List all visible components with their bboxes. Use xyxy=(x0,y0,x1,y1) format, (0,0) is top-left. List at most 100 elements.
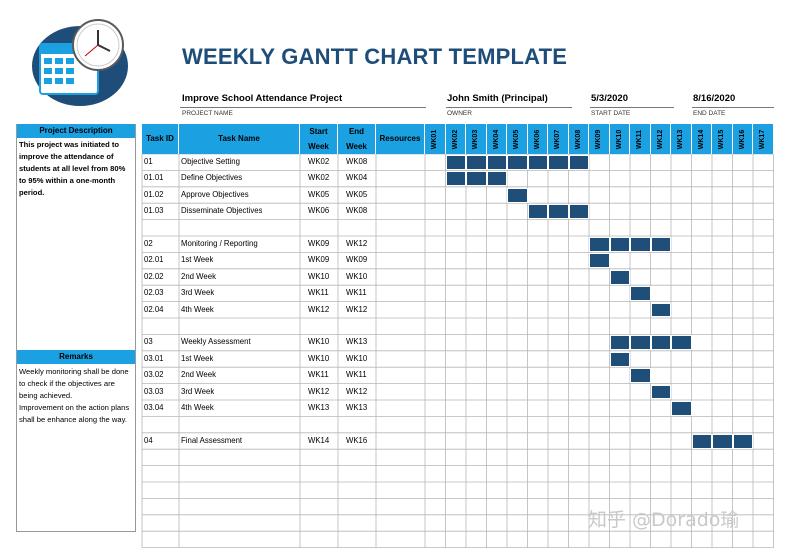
watermark: 知乎 @Dorado瑜 xyxy=(588,509,740,531)
remarks-heading: Remarks xyxy=(17,350,135,364)
task-name-cell: Final Assessment xyxy=(181,435,243,445)
gantt-bar-cell xyxy=(609,351,630,367)
task-name-cell: 4th Week xyxy=(181,403,214,412)
task-id-cell: 04 xyxy=(144,435,153,445)
gantt-bar-cell xyxy=(568,155,589,170)
header-resources: Resources xyxy=(376,124,425,154)
end-week-cell: WK08 xyxy=(346,206,368,216)
header-end: End xyxy=(338,124,376,139)
week-header-wk16: WK16 xyxy=(732,124,753,154)
header-task-name: Task Name xyxy=(179,124,300,154)
task-name-cell: 3rd Week xyxy=(181,288,215,298)
week-header-wk05: WK05 xyxy=(507,124,528,154)
gantt-bar-cell xyxy=(609,335,630,351)
start-date-label: START DATE xyxy=(591,110,631,117)
start-week-cell: WK10 xyxy=(308,337,330,347)
end-week-cell: WK09 xyxy=(346,255,368,265)
gantt-bar-cell xyxy=(548,204,569,220)
gantt-bar-cell xyxy=(609,269,630,285)
end-week-cell: WK10 xyxy=(346,353,368,363)
week-header-wk17: WK17 xyxy=(753,124,774,154)
gantt-bar-cell xyxy=(486,155,507,170)
week-header-wk12: WK12 xyxy=(650,124,671,154)
remarks-text: Weekly monitoring shall be done to check… xyxy=(19,367,130,424)
task-name-cell: Monitoring / Reporting xyxy=(181,239,258,248)
owner-value: John Smith (Principal) xyxy=(447,93,548,104)
header-start-sub: Week xyxy=(300,139,338,154)
task-id-cell: 01.02 xyxy=(144,189,164,199)
task-id-cell: 03.03 xyxy=(144,386,164,396)
task-name-cell: Weekly Assessment xyxy=(181,337,251,347)
end-week-cell: WK10 xyxy=(346,271,368,281)
gantt-bar-cell xyxy=(712,433,733,449)
gantt-bar-cell xyxy=(671,401,692,416)
task-name-cell: 1st Week xyxy=(181,353,214,363)
week-header-wk10: WK10 xyxy=(609,124,630,154)
start-week-cell: WK12 xyxy=(308,386,330,396)
gantt-bar-cell xyxy=(466,171,487,187)
gantt-bar-cell xyxy=(650,237,671,252)
gantt-bar-cell xyxy=(445,171,466,187)
task-id-cell: 02 xyxy=(144,239,153,248)
gantt-bar-cell xyxy=(507,155,528,170)
task-name-cell: 2nd Week xyxy=(181,370,216,380)
week-header-wk13: WK13 xyxy=(671,124,692,154)
task-id-cell: 03.01 xyxy=(144,353,164,363)
week-header-wk01: WK01 xyxy=(425,124,446,154)
gantt-bar-cell xyxy=(650,335,671,351)
end-week-cell: WK16 xyxy=(346,435,368,445)
end-date-label: END DATE xyxy=(693,110,726,117)
start-date-value: 5/3/2020 xyxy=(591,93,628,104)
calendar-clock-logo-icon xyxy=(32,19,128,106)
start-week-cell: WK14 xyxy=(308,435,330,445)
header-start: Start xyxy=(300,124,338,139)
gantt-bar-cell xyxy=(527,155,548,170)
page-title: WEEKLY GANTT CHART TEMPLATE xyxy=(182,44,568,69)
task-id-cell: 01.03 xyxy=(144,206,164,216)
gantt-bar-cell xyxy=(507,187,528,203)
week-header-wk08: WK08 xyxy=(568,124,589,154)
start-week-cell: WK09 xyxy=(308,239,330,248)
week-header-wk14: WK14 xyxy=(691,124,712,154)
week-header-wk15: WK15 xyxy=(712,124,733,154)
gantt-bar-cell xyxy=(630,286,651,302)
gantt-bar-cell xyxy=(630,335,651,351)
start-week-cell: WK06 xyxy=(308,206,330,216)
task-id-cell: 02.01 xyxy=(144,255,164,265)
header-end-sub: Week xyxy=(338,139,376,154)
end-week-cell: WK08 xyxy=(346,157,368,166)
project-description-text: This project was initiated to improve th… xyxy=(19,140,126,197)
owner-label: OWNER xyxy=(447,110,472,117)
gantt-bar-cell xyxy=(548,155,569,170)
task-id-cell: 03 xyxy=(144,337,153,347)
header-task-id: Task ID xyxy=(142,124,179,154)
gantt-bar-cell xyxy=(486,171,507,187)
start-week-cell: WK12 xyxy=(308,304,330,314)
start-week-cell: WK09 xyxy=(308,255,330,265)
project-name-value: Improve School Attendance Project xyxy=(182,93,343,104)
end-date-value: 8/16/2020 xyxy=(693,93,736,104)
task-name-cell: 1st Week xyxy=(181,255,214,265)
week-header-wk07: WK07 xyxy=(548,124,569,154)
gantt-bar-cell xyxy=(630,237,651,252)
task-id-cell: 03.04 xyxy=(144,403,164,412)
start-week-cell: WK13 xyxy=(308,403,330,412)
gantt-bar-cell xyxy=(445,155,466,170)
task-name-cell: Approve Objectives xyxy=(181,189,249,199)
task-name-cell: 4th Week xyxy=(181,304,214,314)
task-name-cell: Objective Setting xyxy=(181,157,240,166)
gantt-bar-cell xyxy=(630,368,651,384)
task-name-cell: Disseminate Objectives xyxy=(181,206,263,216)
week-header-wk03: WK03 xyxy=(466,124,487,154)
task-id-cell: 01 xyxy=(144,157,153,166)
start-week-cell: WK02 xyxy=(308,157,330,166)
task-id-cell: 02.02 xyxy=(144,271,164,281)
end-week-cell: WK05 xyxy=(346,189,368,199)
task-id-cell: 03.02 xyxy=(144,370,164,380)
end-week-cell: WK11 xyxy=(346,370,367,380)
task-name-cell: 3rd Week xyxy=(181,386,215,396)
gantt-bar-cell xyxy=(466,155,487,170)
week-header-wk06: WK06 xyxy=(527,124,548,154)
task-id-cell: 01.01 xyxy=(144,173,164,183)
end-week-cell: WK13 xyxy=(346,337,368,347)
